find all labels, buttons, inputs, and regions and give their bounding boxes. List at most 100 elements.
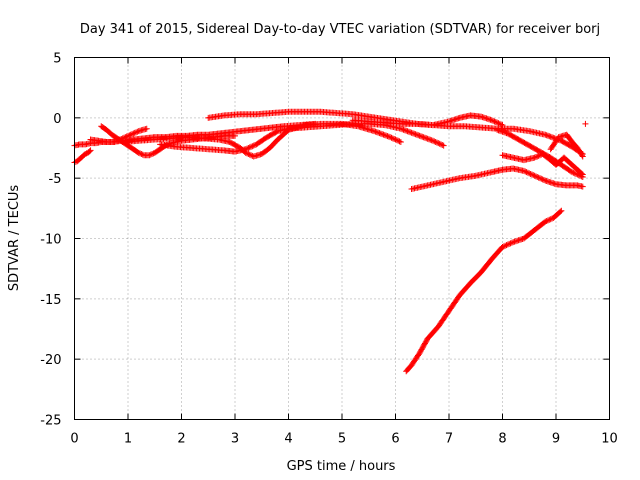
- x-axis-title: GPS time / hours: [287, 459, 396, 474]
- data-point: [242, 146, 249, 153]
- data-point: [371, 128, 378, 135]
- data-point: [376, 130, 383, 137]
- data-point: [536, 175, 543, 182]
- data-point: [579, 153, 586, 160]
- data-point: [520, 167, 527, 174]
- data-point: [245, 151, 252, 158]
- data-point: [546, 133, 553, 140]
- series-sat-n: [403, 207, 565, 375]
- data-point: [531, 172, 538, 179]
- x-tick-label: 1: [124, 432, 132, 447]
- data-point: [548, 134, 555, 141]
- data-point: [490, 117, 497, 124]
- data-point: [415, 132, 422, 139]
- x-tick-label: 4: [284, 432, 292, 447]
- y-tick-label: -15: [40, 293, 61, 308]
- data-point: [569, 169, 576, 176]
- data-point: [570, 169, 577, 176]
- data-point: [143, 125, 150, 132]
- data-point: [534, 153, 541, 160]
- data-point: [433, 139, 440, 146]
- data-point: [543, 218, 550, 225]
- data-point: [547, 216, 554, 223]
- data-point: [530, 172, 537, 179]
- y-tick-label: 0: [53, 112, 61, 127]
- data-point: [578, 170, 585, 177]
- data-point: [131, 129, 138, 136]
- data-point: [87, 147, 94, 154]
- data-point: [539, 176, 546, 183]
- data-point: [246, 151, 253, 158]
- data-point: [133, 129, 140, 136]
- data-point: [507, 240, 514, 247]
- data-point: [494, 119, 501, 126]
- data-point: [391, 135, 398, 142]
- data-point: [417, 133, 424, 140]
- data-point: [130, 130, 137, 137]
- data-point: [244, 145, 251, 152]
- data-point: [245, 145, 252, 151]
- series-sat-h: [349, 112, 506, 129]
- data-point: [126, 132, 133, 139]
- x-tick-label: 10: [601, 432, 618, 447]
- data-point: [420, 134, 427, 141]
- data-point: [544, 217, 551, 224]
- data-point: [377, 130, 384, 137]
- data-point: [381, 132, 388, 139]
- y-tick-label: -20: [40, 353, 61, 368]
- data-point: [508, 239, 515, 246]
- series-sat-a: [71, 147, 94, 166]
- data-point: [380, 131, 387, 138]
- data-point: [522, 168, 529, 175]
- data-point: [504, 241, 511, 248]
- data-point: [389, 135, 396, 142]
- data-point: [138, 151, 145, 158]
- data-point: [425, 136, 432, 143]
- data-point: [543, 132, 550, 139]
- data-point: [232, 132, 238, 139]
- data-point: [506, 240, 513, 247]
- data-point: [248, 143, 255, 150]
- data-point: [250, 142, 257, 149]
- data-point: [578, 152, 585, 159]
- data-point: [419, 133, 426, 140]
- data-point: [527, 170, 534, 177]
- data-point: [373, 129, 380, 136]
- data-point: [427, 136, 434, 143]
- series-sat-j: [499, 151, 586, 178]
- data-point: [412, 131, 419, 138]
- x-tick-label: 2: [177, 432, 185, 447]
- data-point: [547, 133, 554, 140]
- data-point: [393, 137, 400, 144]
- data-point: [246, 144, 253, 151]
- data-point: [428, 137, 435, 144]
- data-point: [416, 132, 423, 139]
- data-point: [535, 152, 542, 159]
- data-point: [542, 218, 549, 225]
- data-point: [532, 154, 539, 161]
- data-point: [149, 151, 156, 158]
- x-tick-label: 9: [552, 432, 560, 447]
- data-point: [579, 183, 586, 190]
- data-point: [523, 169, 530, 176]
- data-point: [532, 173, 539, 180]
- data-point: [503, 242, 510, 249]
- data-point: [129, 131, 136, 138]
- data-point: [252, 141, 259, 148]
- data-point: [387, 134, 394, 141]
- data-point: [384, 133, 391, 140]
- x-tick-label: 6: [391, 432, 399, 447]
- data-point: [582, 120, 589, 127]
- data-point: [404, 128, 411, 135]
- data-point: [135, 149, 142, 156]
- data-point: [437, 141, 444, 148]
- y-axis-title: SDTVAR / TECUs: [7, 185, 22, 292]
- data-point: [146, 152, 153, 159]
- data-point: [436, 140, 443, 147]
- data-point: [407, 129, 414, 136]
- data-point: [435, 140, 442, 147]
- data-point: [372, 128, 379, 135]
- data-point: [403, 127, 410, 134]
- data-point: [528, 171, 535, 178]
